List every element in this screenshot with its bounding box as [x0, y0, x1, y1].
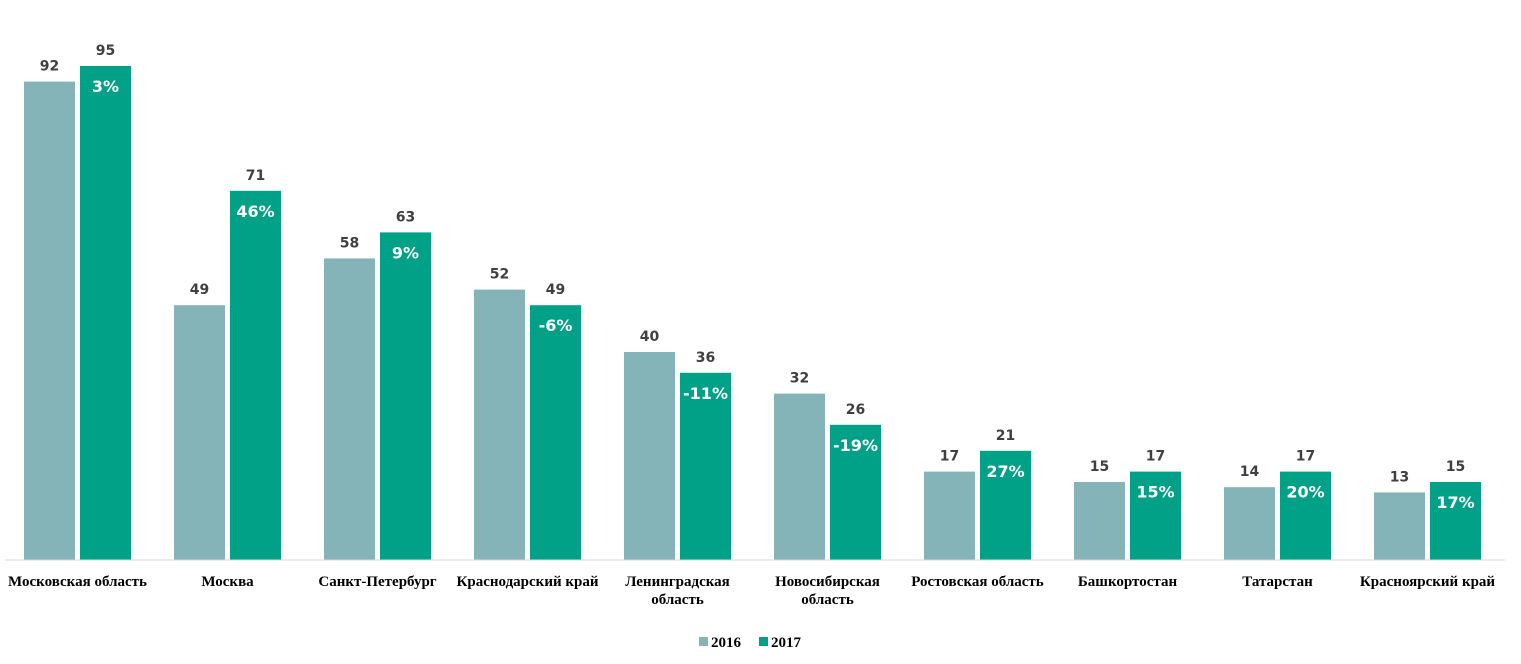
- category-label-2: Санкт-Петербург: [318, 574, 436, 590]
- category-label-7: Башкортостан: [1078, 574, 1178, 590]
- bar-2017-1: [230, 190, 281, 561]
- bar-2016-4: [624, 352, 675, 560]
- value-label-2016-9: 13: [1390, 469, 1409, 485]
- value-label-2017-9: 15: [1446, 459, 1465, 475]
- category-label-4: Ленинградская область: [625, 574, 730, 608]
- bar-2017-7: [1130, 471, 1181, 560]
- value-label-2017-6: 21: [996, 428, 1015, 444]
- value-label-2016-1: 49: [190, 282, 209, 298]
- value-label-2017-4: 36: [696, 350, 715, 366]
- change-label-2: 9%: [392, 243, 419, 262]
- bar-2016-9: [1374, 492, 1425, 560]
- change-label-7: 15%: [1136, 483, 1174, 502]
- legend-swatch-2017: [759, 637, 768, 646]
- value-label-2016-6: 17: [940, 449, 959, 465]
- bar-2016-5: [774, 393, 825, 560]
- bar-2016-8: [1224, 487, 1275, 560]
- change-label-9: 17%: [1436, 493, 1474, 512]
- bar-2016-7: [1074, 482, 1125, 560]
- bar-2017-9: [1430, 482, 1481, 560]
- category-labels: Московская область Москва Санкт-Петербург К…: [8, 574, 1495, 608]
- bar-2017-5: [830, 424, 881, 560]
- category-label-0: Московская область: [8, 574, 147, 590]
- bar-2016-1: [174, 305, 225, 560]
- change-label-3: -6%: [539, 316, 573, 335]
- legend-label-2016: 2016: [711, 635, 742, 651]
- value-label-2016-7: 15: [1090, 459, 1109, 475]
- category-label-9: Красноярский край: [1360, 574, 1496, 590]
- value-label-2016-0: 92: [40, 59, 59, 75]
- bar-2016-0: [24, 81, 75, 560]
- value-label-2017-5: 26: [846, 402, 865, 418]
- category-label-5: Новосибирская область: [775, 574, 880, 608]
- labels-layer: 92 95 3% 49 71 46% 58 63 9% 52 49 -6% 40 36 -11% 32 26 -1…: [40, 43, 1475, 512]
- value-label-2016-2: 58: [340, 235, 359, 251]
- bar-2017-8: [1280, 471, 1331, 560]
- value-label-2017-1: 71: [246, 168, 265, 184]
- legend-label-2017: 2017: [771, 635, 802, 651]
- change-label-5: -19%: [833, 436, 878, 455]
- bar-2017-2: [380, 232, 431, 560]
- bar-2016-2: [324, 258, 375, 560]
- value-label-2017-2: 63: [396, 209, 415, 225]
- value-label-2016-5: 32: [790, 371, 809, 387]
- category-label-6: Ростовская область: [911, 574, 1044, 590]
- category-label-3: Краснодарский край: [457, 574, 599, 590]
- category-label-1: Москва: [201, 574, 254, 590]
- value-label-2017-8: 17: [1296, 449, 1315, 465]
- value-label-2017-3: 49: [546, 282, 565, 298]
- bar-2016-3: [474, 289, 525, 560]
- bar-2017-3: [530, 305, 581, 560]
- value-label-2016-8: 14: [1240, 464, 1260, 480]
- value-label-2016-4: 40: [640, 329, 660, 345]
- change-label-8: 20%: [1286, 483, 1324, 502]
- bar-2017-6: [980, 450, 1031, 560]
- legend: 2016 2017: [699, 635, 802, 651]
- bars-layer: [24, 66, 1481, 561]
- bar-2017-4: [680, 372, 731, 560]
- change-label-4: -11%: [683, 384, 728, 403]
- category-label-8: Татарстан: [1242, 574, 1313, 590]
- value-label-2017-0: 95: [96, 43, 115, 59]
- value-label-2016-3: 52: [490, 267, 509, 283]
- legend-swatch-2016: [699, 637, 708, 646]
- value-label-2017-7: 17: [1146, 449, 1165, 465]
- change-label-1: 46%: [236, 202, 274, 221]
- change-label-0: 3%: [92, 77, 119, 96]
- bar-2016-6: [924, 471, 975, 560]
- bar-2017-0: [80, 66, 131, 560]
- change-label-6: 27%: [986, 462, 1024, 481]
